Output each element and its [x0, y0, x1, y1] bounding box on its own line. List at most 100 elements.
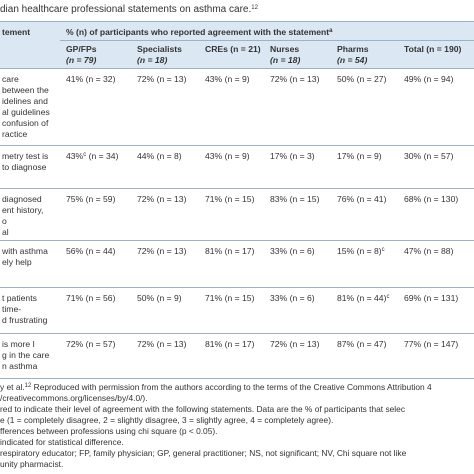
cell-text: e (1 = completely disagree, 2 = slightly…: [0, 415, 334, 425]
cell: 30% (n = 57): [404, 151, 453, 161]
statement-line: t patients: [2, 293, 37, 303]
cell-text: 72% (n = 13): [137, 194, 187, 204]
cell-text: 72% (n = 57): [66, 339, 116, 349]
cell: 43%c (n = 34): [66, 151, 118, 161]
cell: 68% (n = 130): [404, 194, 458, 204]
cell: 81% (n = 44)c: [337, 293, 389, 303]
cell: 72% (n = 13): [137, 246, 186, 256]
statement-line: al guidelines: [2, 107, 50, 117]
cell-text: 71% (n = 15): [205, 293, 255, 303]
rule: [60, 40, 474, 41]
cell: 72% (n = 13): [270, 74, 319, 84]
row-rule: [0, 378, 474, 379]
cell: 15% (n = 8)c: [337, 246, 385, 256]
column-n: (n = 54): [337, 55, 368, 65]
statement-line: between the: [2, 85, 49, 95]
column-name: Total (n = 190): [404, 44, 462, 54]
statement: t patients time-d frustrating: [2, 293, 47, 326]
cell: 33% (n = 6): [270, 246, 315, 256]
column-n: (n = 18): [270, 55, 301, 65]
rule: [0, 21, 474, 22]
header-band: [0, 21, 474, 68]
cell: 50% (n = 9): [137, 293, 182, 303]
statement-line: time-: [2, 304, 22, 314]
cell: 17% (n = 3): [270, 151, 315, 161]
statement-line: confusion of: [2, 118, 49, 128]
cell-text: 33% (n = 6): [270, 246, 315, 256]
footnote: unity pharmacist.: [0, 459, 63, 469]
statement-line: ely help: [2, 257, 32, 267]
cell-text: 72% (n = 13): [137, 74, 187, 84]
row-rule: [0, 188, 474, 189]
footnote: /creativecommons.org/licenses/by/4.0/).: [0, 393, 148, 403]
cell: 72% (n = 13): [137, 74, 186, 84]
cell-text: 81% (n = 44): [337, 293, 387, 303]
cell-text: 69% (n = 131): [404, 293, 459, 303]
cell-text: 44% (n = 8): [137, 151, 182, 161]
statement: with asthma ely help: [2, 246, 48, 268]
cell: 43% (n = 9): [205, 151, 250, 161]
footnote: y et al.12 Reproduced with permission fr…: [0, 382, 432, 392]
statement-line: n asthma: [2, 361, 38, 371]
footnote: respiratory educator; FP, family physici…: [0, 448, 406, 458]
title-sup: 12: [251, 5, 258, 11]
cell: 71% (n = 15): [205, 293, 254, 303]
cell: 49% (n = 94): [404, 74, 453, 84]
table-title: dian healthcare professional statements …: [0, 4, 258, 15]
cell-sup: c: [381, 247, 385, 253]
statement: care between the idelines and al guidelines…: [2, 74, 50, 140]
statement-line: with asthma: [2, 246, 48, 256]
cell: 83% (n = 15): [270, 194, 319, 204]
cell-text: unity pharmacist.: [0, 459, 64, 469]
cell-text: respiratory educator; FP, family physici…: [0, 448, 407, 458]
column-header: Total (n = 190): [404, 44, 461, 55]
column-name: CREs (n = 21): [205, 44, 261, 54]
cell: 72% (n = 13): [270, 339, 319, 349]
statement-line: is more I: [2, 339, 35, 349]
statement-line: metry test is: [2, 151, 49, 161]
cell-text: 41% (n = 32): [66, 74, 116, 84]
row-rule: [0, 287, 474, 288]
column-header: Nurses (n = 18): [270, 44, 300, 66]
cell: 75% (n = 59): [66, 194, 115, 204]
column-header: Pharms (n = 54): [337, 44, 369, 66]
column-header: CREs (n = 21): [205, 44, 261, 55]
cell-text: 71% (n = 15): [205, 194, 255, 204]
cell-text: 15% (n = 8): [337, 246, 382, 256]
group-header: % (n) of participants who reported agree…: [66, 27, 332, 37]
group-sup: a: [329, 28, 333, 34]
cell-text: 33% (n = 6): [270, 293, 315, 303]
statement-line: to diagnose: [2, 162, 47, 172]
statement-line: diagnosed: [2, 194, 42, 204]
cell: 81% (n = 17): [205, 246, 254, 256]
column-n: (n = 18): [137, 55, 168, 65]
column-header: Specialists (n = 18): [137, 44, 182, 66]
cell-text: 72% (n = 13): [137, 339, 187, 349]
cell: 43% (n = 9): [205, 74, 250, 84]
cell: 77% (n = 147): [404, 339, 458, 349]
statement-line: ent history,: [2, 205, 44, 215]
cell: 71% (n = 15): [205, 194, 254, 204]
cell-text: 50% (n = 27): [337, 74, 387, 84]
statement: metry test is to diagnose: [2, 151, 48, 173]
cell-sup: 12: [24, 383, 32, 389]
row-rule: [0, 68, 474, 69]
cell-text: 68% (n = 130): [404, 194, 459, 204]
statement-header: tement: [2, 27, 31, 37]
column-name: Pharms: [337, 44, 369, 54]
statement: diagnosed ent history, o al: [2, 194, 43, 238]
cell-text: 81% (n = 17): [205, 339, 255, 349]
footnote: fferences between professions using chi …: [0, 426, 218, 436]
column-name: GP/FPs: [66, 44, 97, 54]
cell: 81% (n = 17): [205, 339, 254, 349]
statement-line: care: [2, 74, 19, 84]
row-rule: [0, 240, 474, 241]
statement-line: g in the care: [2, 350, 50, 360]
cell-text: 76% (n = 41): [337, 194, 387, 204]
cell-text: 72% (n = 13): [137, 246, 187, 256]
cell: 33% (n = 6): [270, 293, 315, 303]
cell-text: fferences between professions using chi …: [0, 426, 218, 436]
cell-text: /creativecommons.org/licenses/by/4.0/).: [0, 393, 148, 403]
cell-text: 30% (n = 57): [404, 151, 454, 161]
